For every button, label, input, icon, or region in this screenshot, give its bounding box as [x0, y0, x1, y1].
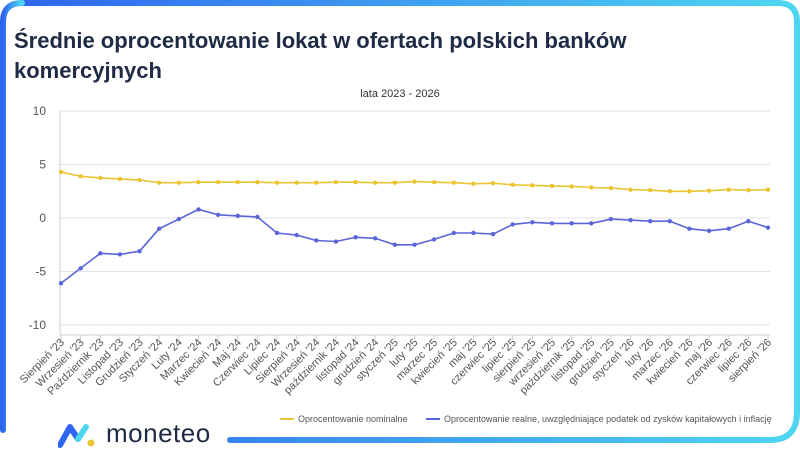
data-point	[196, 179, 201, 185]
data-point	[746, 187, 751, 193]
data-point	[687, 226, 692, 231]
data-point	[215, 179, 221, 185]
data-point	[333, 239, 339, 244]
data-point	[373, 236, 378, 241]
data-point	[667, 189, 673, 194]
data-point	[274, 230, 280, 236]
data-point	[589, 221, 594, 226]
y-tick-label: -5	[35, 265, 46, 279]
data-point	[490, 181, 496, 186]
data-point	[353, 235, 358, 240]
data-point	[373, 180, 378, 185]
y-tick-label: -10	[29, 318, 47, 332]
data-point	[176, 180, 182, 185]
data-point	[647, 219, 653, 224]
data-point	[530, 220, 535, 225]
y-tick-label: 0	[39, 211, 46, 225]
data-point	[765, 225, 771, 230]
brand: moneteo	[58, 418, 211, 449]
data-point	[215, 212, 221, 217]
data-point	[156, 226, 162, 231]
data-point	[569, 184, 574, 189]
data-point	[589, 185, 594, 190]
data-point	[471, 230, 476, 236]
data-point	[314, 180, 319, 185]
data-point	[176, 216, 182, 222]
moneteo-logo-icon	[58, 423, 95, 448]
brand-name: moneteo	[106, 418, 211, 448]
data-point	[451, 180, 456, 185]
data-point	[431, 179, 437, 185]
data-point	[98, 175, 103, 181]
data-point	[274, 180, 280, 185]
data-point	[78, 174, 83, 179]
data-point	[608, 216, 614, 222]
data-point	[510, 182, 515, 188]
data-point	[549, 183, 555, 189]
data-point	[98, 251, 103, 256]
data-point	[196, 207, 201, 212]
data-point	[471, 181, 476, 186]
data-point	[353, 179, 358, 185]
data-point	[392, 242, 398, 247]
data-point	[726, 187, 731, 192]
data-point	[58, 169, 64, 175]
data-point	[294, 232, 299, 238]
data-point	[530, 183, 535, 188]
data-point	[117, 176, 123, 182]
data-point	[549, 221, 555, 226]
data-point	[510, 222, 515, 227]
legend-label: Oprocentowanie nominalne	[298, 414, 408, 424]
data-point	[58, 281, 64, 286]
data-point	[314, 238, 319, 243]
data-point	[706, 188, 712, 193]
data-point	[706, 228, 712, 234]
data-point	[490, 231, 496, 237]
data-point	[255, 179, 260, 185]
data-point	[294, 180, 299, 185]
data-point	[431, 237, 437, 242]
data-point	[608, 185, 614, 191]
data-point	[628, 187, 633, 192]
data-point	[667, 219, 673, 224]
y-tick-label: 5	[39, 158, 46, 172]
data-point	[156, 180, 162, 185]
data-point	[235, 179, 240, 185]
data-point	[333, 179, 339, 185]
data-point	[412, 242, 417, 247]
data-point	[765, 187, 771, 192]
data-point	[78, 266, 83, 271]
data-point	[412, 179, 417, 184]
chart-title: Średnie oprocentowanie lokat w ofertach …	[14, 28, 627, 83]
data-point	[726, 226, 731, 231]
data-point	[687, 189, 692, 194]
data-point	[235, 213, 240, 219]
data-point	[746, 219, 751, 224]
data-point	[137, 177, 142, 183]
data-point	[451, 230, 456, 236]
data-point	[647, 187, 653, 193]
legend-label: Oprocentowanie realne, uwzględniające po…	[444, 414, 772, 424]
data-point	[569, 221, 574, 226]
data-point	[117, 252, 123, 257]
y-tick-label: 10	[33, 104, 47, 118]
data-point	[137, 248, 142, 254]
chart-subtitle: lata 2023 - 2026	[360, 88, 440, 100]
data-point	[628, 217, 633, 223]
data-point	[255, 214, 260, 220]
data-point	[392, 180, 398, 185]
